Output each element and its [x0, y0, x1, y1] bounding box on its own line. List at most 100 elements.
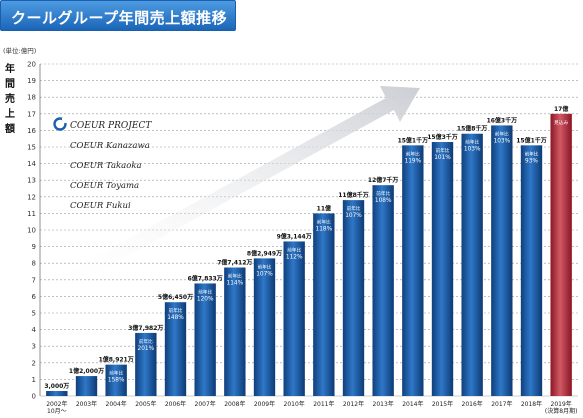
- y-axis-label-char: 売: [5, 92, 15, 105]
- brand-name: COEUR Fukui: [70, 201, 131, 211]
- x-tick-label: 2015年: [432, 400, 453, 408]
- yoy-value: 120%: [197, 296, 214, 302]
- y-tick-label: 1: [32, 376, 36, 384]
- labels-layer: (単位:億円)年間売上額0123456789101112131415161718…: [3, 46, 577, 415]
- yoy-caption: 前年比: [317, 218, 331, 225]
- forecast-label: 見込み: [554, 119, 569, 126]
- brand-name: COEUR Toyama: [70, 181, 139, 191]
- brand-list: COEUR PROJECT COEUR Kanazawa COEUR Takaoka…: [53, 117, 152, 211]
- value-label: 3億7,982万: [128, 324, 163, 332]
- yoy-value: 107%: [345, 213, 362, 219]
- yoy-caption: 前年比: [287, 246, 301, 253]
- y-axis-label-char: 年: [5, 62, 15, 75]
- yoy-value: 112%: [286, 254, 303, 260]
- value-label: 15億3千万: [427, 133, 458, 141]
- bar-12: [402, 145, 424, 396]
- x-tick-label: 2005年: [135, 400, 156, 408]
- value-label: 12億7千万: [368, 176, 399, 184]
- value-label: 7億7,412万: [217, 259, 252, 267]
- value-label: 8億2,949万: [247, 249, 282, 257]
- chart-title: クールグループ年間売上額推移: [11, 9, 228, 27]
- y-axis-label-char: 間: [5, 78, 15, 90]
- brand-name: COEUR PROJECT: [70, 121, 152, 131]
- y-tick-label: 16: [27, 127, 36, 135]
- x-tick-label: 2003年: [76, 400, 97, 408]
- value-label: 17億: [554, 105, 568, 113]
- x-tick-label: 2012年: [343, 400, 364, 408]
- value-label: 16億3千万: [487, 116, 518, 124]
- x-tick-label: 2010年: [284, 400, 305, 408]
- value-label: 9億3,144万: [277, 232, 312, 240]
- growth-arrow: [42, 86, 420, 298]
- x-tick-label: 2002年: [46, 400, 67, 408]
- yoy-caption: 前年比: [139, 338, 153, 345]
- yoy-value: 101%: [434, 155, 451, 161]
- x-tick-label: 2004年: [106, 400, 127, 408]
- yoy-value: 108%: [375, 198, 392, 204]
- bar-17: [550, 113, 572, 397]
- y-tick-label: 12: [27, 193, 36, 201]
- value-label: 5億6,450万: [158, 293, 193, 301]
- value-label: 11億8千万: [338, 191, 369, 199]
- y-axis-label-char: 上: [5, 107, 15, 120]
- yoy-caption: 前年比: [198, 288, 212, 295]
- logo-gap: [62, 118, 67, 123]
- growth-arrow-shape: [42, 86, 420, 298]
- x-tick-label: 2007年: [195, 400, 216, 408]
- value-label: 15億1千万: [398, 136, 429, 144]
- yoy-value: 107%: [256, 271, 273, 277]
- yoy-caption: 前年比: [258, 263, 272, 270]
- brand-name: COEUR Kanazawa: [70, 141, 150, 151]
- x-tick-label: 2014年: [402, 400, 423, 408]
- yoy-value: 148%: [167, 315, 184, 321]
- yoy-caption: 前年比: [376, 190, 390, 197]
- y-tick-label: 13: [27, 177, 36, 185]
- x-tick-label: 2016年: [462, 400, 483, 408]
- x-tick-label: 2008年: [224, 400, 245, 408]
- yoy-caption: 前年比: [228, 273, 242, 280]
- y-tick-label: 20: [27, 61, 36, 69]
- y-tick-label: 15: [27, 144, 36, 152]
- bar-7: [253, 258, 276, 396]
- x-tick-label: 2018年: [521, 400, 542, 408]
- value-label: 3,000万: [44, 383, 69, 390]
- y-tick-label: 10: [27, 227, 36, 235]
- title-banner: クールグループ年間売上額推移: [0, 0, 236, 31]
- x-tick-label: 2019年: [551, 400, 572, 408]
- y-tick-label: 14: [27, 160, 36, 168]
- yoy-caption: 前年比: [495, 130, 509, 137]
- bar-9: [313, 213, 335, 396]
- yoy-caption: 前年比: [525, 150, 539, 157]
- yoy-value: 201%: [138, 346, 155, 352]
- bar-1: [75, 376, 98, 396]
- yoy-value: 114%: [227, 281, 244, 287]
- bar-14: [461, 133, 483, 396]
- yoy-value: 118%: [316, 226, 333, 232]
- bar-11: [372, 185, 394, 396]
- yoy-caption: 前年比: [347, 205, 361, 212]
- x-tick-label: 10月～: [47, 408, 67, 415]
- x-tick-label: 2017年: [491, 400, 512, 408]
- yoy-caption: 前年比: [465, 139, 479, 146]
- y-axis-label-char: 額: [4, 122, 15, 135]
- yoy-caption: 前年比: [109, 370, 123, 377]
- bar-16: [520, 145, 543, 396]
- y-tick-label: 2: [32, 359, 36, 367]
- bar-15: [491, 125, 513, 397]
- x-tick-label: 2013年: [373, 400, 394, 408]
- logo-ring: [53, 117, 67, 131]
- bar-5: [194, 283, 216, 396]
- y-tick-label: 5: [32, 310, 36, 318]
- bar-8: [283, 241, 305, 396]
- yoy-value: 119%: [405, 158, 422, 164]
- y-tick-label: 0: [32, 393, 36, 401]
- grid-layer: [39, 63, 578, 397]
- value-label: 15億8千万: [457, 125, 488, 133]
- yoy-value: 103%: [494, 138, 511, 144]
- y-tick-label: 7: [32, 276, 36, 284]
- value-label: 1億8,921万: [99, 356, 134, 364]
- x-tick-label: 2011年: [313, 400, 334, 408]
- yoy-caption: 前年比: [406, 150, 420, 157]
- yoy-caption: 前年比: [169, 307, 183, 314]
- y-tick-label: 4: [32, 326, 37, 334]
